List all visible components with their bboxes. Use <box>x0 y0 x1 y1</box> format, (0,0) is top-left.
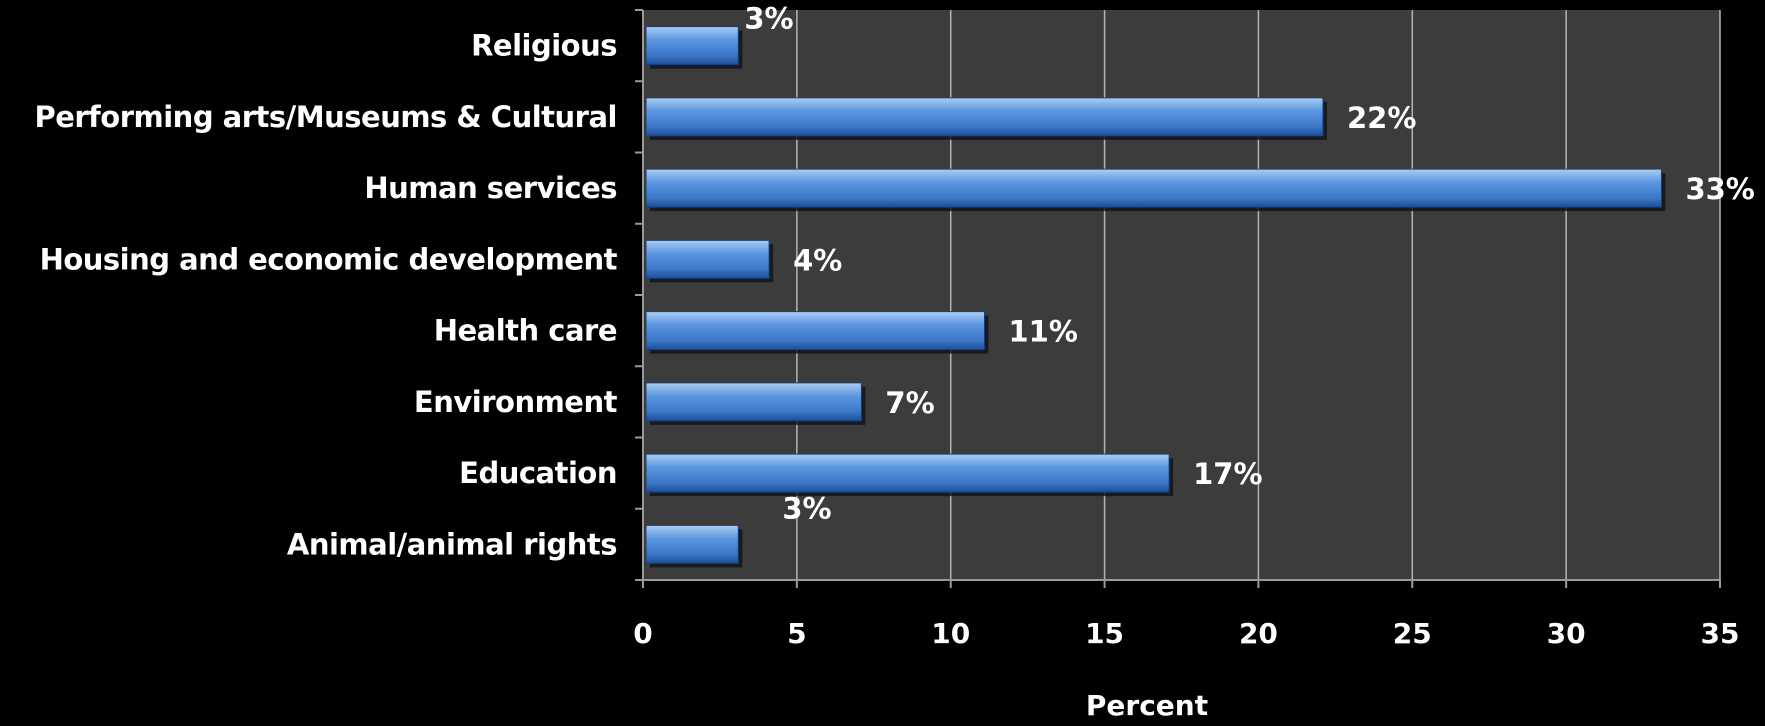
category-label: Housing and economic development <box>40 242 618 276</box>
x-tick-label: 30 <box>1547 617 1586 650</box>
x-tick-label: 15 <box>1085 617 1124 650</box>
x-axis-ticks: 0 5 10 15 20 25 30 35 <box>633 580 1739 650</box>
data-label: 4% <box>793 243 842 277</box>
data-label: 33% <box>1685 172 1754 206</box>
bar <box>645 453 1170 493</box>
data-labels: 3% 22% 33% 4% 11% 7% 17% 3% <box>744 2 1755 526</box>
bar <box>645 311 985 351</box>
category-label: Human services <box>364 171 617 205</box>
category-label: Education <box>459 456 617 490</box>
data-label: 11% <box>1008 315 1077 349</box>
data-label: 17% <box>1193 457 1262 491</box>
category-label: Religious <box>471 29 617 63</box>
category-labels: Religious Performing arts/Museums & Cultu… <box>34 29 618 562</box>
x-tick-label: 20 <box>1239 617 1278 650</box>
bar <box>645 382 862 422</box>
x-tick-label: 10 <box>931 617 970 650</box>
data-label: 22% <box>1347 101 1416 135</box>
gridlines <box>635 9 1721 581</box>
bar <box>645 239 770 279</box>
x-tick-label: 25 <box>1393 617 1432 650</box>
category-label: Environment <box>414 385 618 419</box>
x-axis-title: Percent <box>1086 689 1208 722</box>
data-label: 7% <box>885 386 934 420</box>
bar <box>645 26 739 66</box>
bar <box>645 97 1324 137</box>
data-label: 3% <box>744 2 793 36</box>
category-label: Animal/animal rights <box>287 527 617 561</box>
bar <box>645 524 739 564</box>
x-tick-label: 35 <box>1701 617 1740 650</box>
x-tick-label: 0 <box>633 617 652 650</box>
data-label: 3% <box>782 491 831 525</box>
bar <box>645 168 1662 208</box>
x-tick-label: 5 <box>787 617 806 650</box>
bars <box>645 26 1666 568</box>
category-label: Performing arts/Museums & Cultural <box>34 100 617 134</box>
category-label: Health care <box>434 314 617 348</box>
